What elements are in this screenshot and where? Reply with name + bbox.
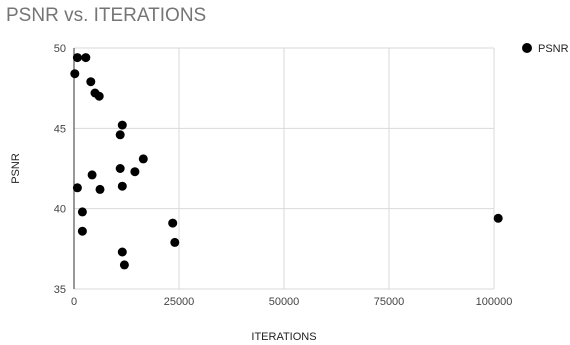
data-point <box>493 213 503 223</box>
legend-label-psnr: PSNR <box>538 43 569 55</box>
y-axis-label: PSNR <box>10 153 22 184</box>
data-point <box>138 154 148 164</box>
x-tick-label: 25000 <box>164 296 195 308</box>
data-point <box>130 167 140 177</box>
y-tick-label: 35 <box>54 284 66 296</box>
x-tick-label: 0 <box>71 296 77 308</box>
data-point <box>117 181 127 191</box>
data-point <box>170 237 180 247</box>
data-point <box>87 170 97 180</box>
data-point <box>117 247 127 257</box>
data-point <box>81 53 91 63</box>
data-point <box>117 120 127 130</box>
data-point <box>86 77 96 87</box>
data-points <box>70 53 503 270</box>
x-axis-label: ITERATIONS <box>251 331 316 343</box>
data-point <box>115 164 125 173</box>
x-tick-label: 100000 <box>476 296 513 308</box>
data-point <box>95 184 105 194</box>
grid-lines <box>74 47 495 290</box>
legend: PSNR <box>522 43 569 55</box>
y-tick-label: 45 <box>54 123 66 135</box>
legend-marker <box>522 43 532 53</box>
y-tick-label: 50 <box>54 43 66 55</box>
chart-title: PSNR vs. ITERATIONS <box>6 5 207 26</box>
data-point <box>72 183 82 193</box>
data-point <box>72 53 82 63</box>
data-point <box>70 69 80 79</box>
data-point <box>94 91 104 101</box>
x-tick-label: 50000 <box>269 296 300 308</box>
data-point <box>77 226 87 236</box>
tick-labels: 35 40 45 50 0 25000 50000 75000 100000 <box>54 43 513 308</box>
data-point <box>77 207 87 217</box>
data-point <box>168 218 178 228</box>
y-tick-label: 40 <box>54 204 66 216</box>
data-point <box>119 260 129 270</box>
data-point <box>115 130 125 140</box>
x-tick-label: 75000 <box>374 296 405 308</box>
